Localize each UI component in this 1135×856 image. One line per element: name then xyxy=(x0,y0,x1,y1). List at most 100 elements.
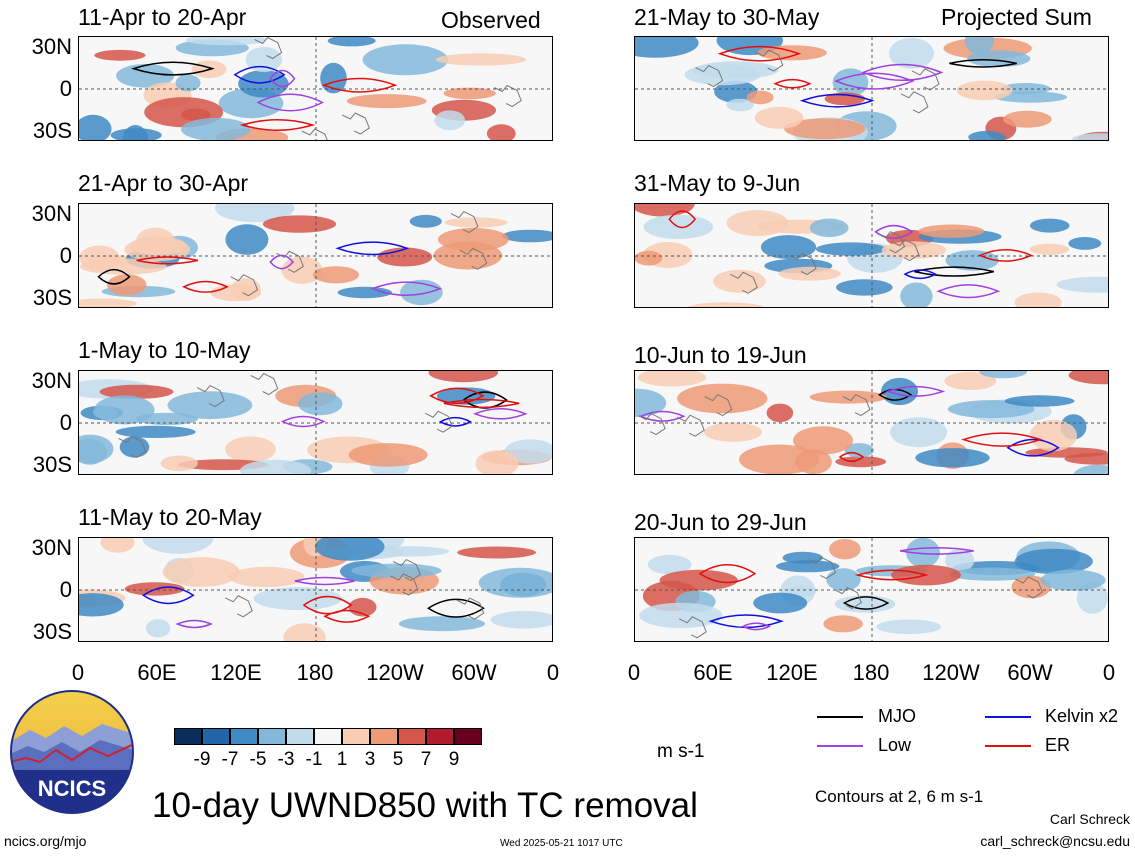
anomaly-shading xyxy=(900,282,933,307)
anomaly-shading xyxy=(713,269,766,293)
lon-label: 0 xyxy=(627,660,641,685)
coastline xyxy=(877,231,906,254)
coastline xyxy=(393,558,421,582)
anomaly-shading xyxy=(635,388,667,418)
anomaly-shading xyxy=(327,37,376,47)
anomaly-shading xyxy=(659,569,738,591)
coastline xyxy=(729,271,758,294)
contour-line xyxy=(141,586,195,605)
coastline xyxy=(1015,576,1043,599)
lon-label: 0 xyxy=(546,660,560,685)
coastline xyxy=(808,556,837,579)
map-panel xyxy=(78,370,553,475)
contour-line xyxy=(914,266,994,277)
anomaly-shading xyxy=(262,215,337,233)
anomaly-shading xyxy=(240,459,312,474)
contour-line xyxy=(936,284,1001,299)
anomaly-shading xyxy=(1073,464,1108,474)
anomaly-shading xyxy=(795,449,832,474)
anomaly-shading xyxy=(377,247,433,267)
contour-line xyxy=(833,72,915,90)
anomaly-shading xyxy=(647,554,692,575)
coastline xyxy=(891,238,920,262)
contour-line xyxy=(427,598,485,618)
anomaly-shading xyxy=(435,53,527,66)
anomaly-shading xyxy=(312,266,360,284)
colorbar-label: -9 xyxy=(193,749,211,770)
map-panel xyxy=(78,537,553,642)
anomaly-shading xyxy=(225,436,276,463)
contour-line xyxy=(978,248,1033,262)
coastline xyxy=(230,274,259,297)
ncics-logo: NCICS xyxy=(10,690,134,814)
timestamp: Wed 2025-05-21 1017 UTC xyxy=(500,838,623,849)
coastline xyxy=(250,372,279,396)
anomaly-shading xyxy=(1068,371,1108,385)
panel-title: 1-May to 10-May xyxy=(78,337,251,363)
legend-line-kelvin xyxy=(985,716,1031,718)
lon-label: 180 xyxy=(296,660,334,685)
anomaly-shading xyxy=(398,616,485,632)
contours-note: Contours at 2, 6 m s-1 xyxy=(815,787,984,806)
anomaly-shading xyxy=(688,302,764,307)
contour-line xyxy=(323,609,371,623)
author-name: Carl Schreck xyxy=(1049,811,1130,827)
anomaly-shading xyxy=(94,395,155,425)
anomaly-shading xyxy=(119,436,150,458)
contour-line xyxy=(741,622,771,631)
anomaly-shading xyxy=(1014,292,1062,307)
anomaly-shading xyxy=(693,61,779,79)
anomaly-shading xyxy=(1040,569,1106,591)
coastline xyxy=(276,250,304,273)
site-url: ncics.org/mjo xyxy=(4,833,87,849)
contour-line xyxy=(429,387,485,405)
anomaly-shading xyxy=(945,250,999,271)
coastline xyxy=(390,573,419,596)
anomaly-shading xyxy=(122,125,149,140)
anomaly-shading xyxy=(228,566,305,588)
anomaly-shading xyxy=(160,455,198,472)
anomaly-shading xyxy=(253,587,343,611)
colorbar-swatch xyxy=(174,728,202,745)
anomaly-shading xyxy=(881,241,947,259)
colorbar-label: 5 xyxy=(392,749,404,770)
anomaly-shading xyxy=(79,438,107,465)
coastline xyxy=(911,68,940,91)
contour-line xyxy=(136,256,199,265)
anomaly-shading xyxy=(754,106,804,129)
contour-line xyxy=(294,576,355,586)
colorbar-swatch xyxy=(370,728,398,745)
anomaly-shading xyxy=(639,602,723,629)
contour-line xyxy=(899,546,974,555)
anomaly-shading xyxy=(809,390,887,404)
anomaly-shading xyxy=(714,80,758,103)
anomaly-shading xyxy=(949,567,1036,581)
logo-text: NCICS xyxy=(38,776,106,801)
lat-label-0: 0 xyxy=(59,76,72,101)
lat-label-0: 0 xyxy=(59,577,72,602)
contour-line xyxy=(239,119,316,131)
colorbar-label: -7 xyxy=(221,749,239,770)
anomaly-shading xyxy=(181,117,251,140)
map-panel xyxy=(634,370,1109,475)
colorbar-label: -1 xyxy=(305,749,323,770)
legend-label-low: Low xyxy=(878,735,912,755)
colorbar-label: -5 xyxy=(249,749,267,770)
contour-line xyxy=(1006,438,1060,457)
lat-label-0: 0 xyxy=(59,410,72,435)
anomaly-shading xyxy=(185,37,267,46)
anomaly-shading xyxy=(835,456,887,468)
legend-label-mjo: MJO xyxy=(878,706,916,726)
anomaly-shading xyxy=(635,250,663,266)
coastline xyxy=(704,393,733,417)
contour-line xyxy=(842,596,890,610)
colorbar-swatch xyxy=(258,728,286,745)
anomaly-shading xyxy=(746,90,774,105)
anomaly-shading xyxy=(434,110,466,131)
anomaly-shading xyxy=(115,425,196,438)
anomaly-shading xyxy=(215,204,295,223)
coastline xyxy=(342,112,370,135)
anomaly-shading xyxy=(809,218,849,238)
lat-label-30n: 30N xyxy=(31,201,72,226)
anomaly-shading xyxy=(1072,133,1108,140)
